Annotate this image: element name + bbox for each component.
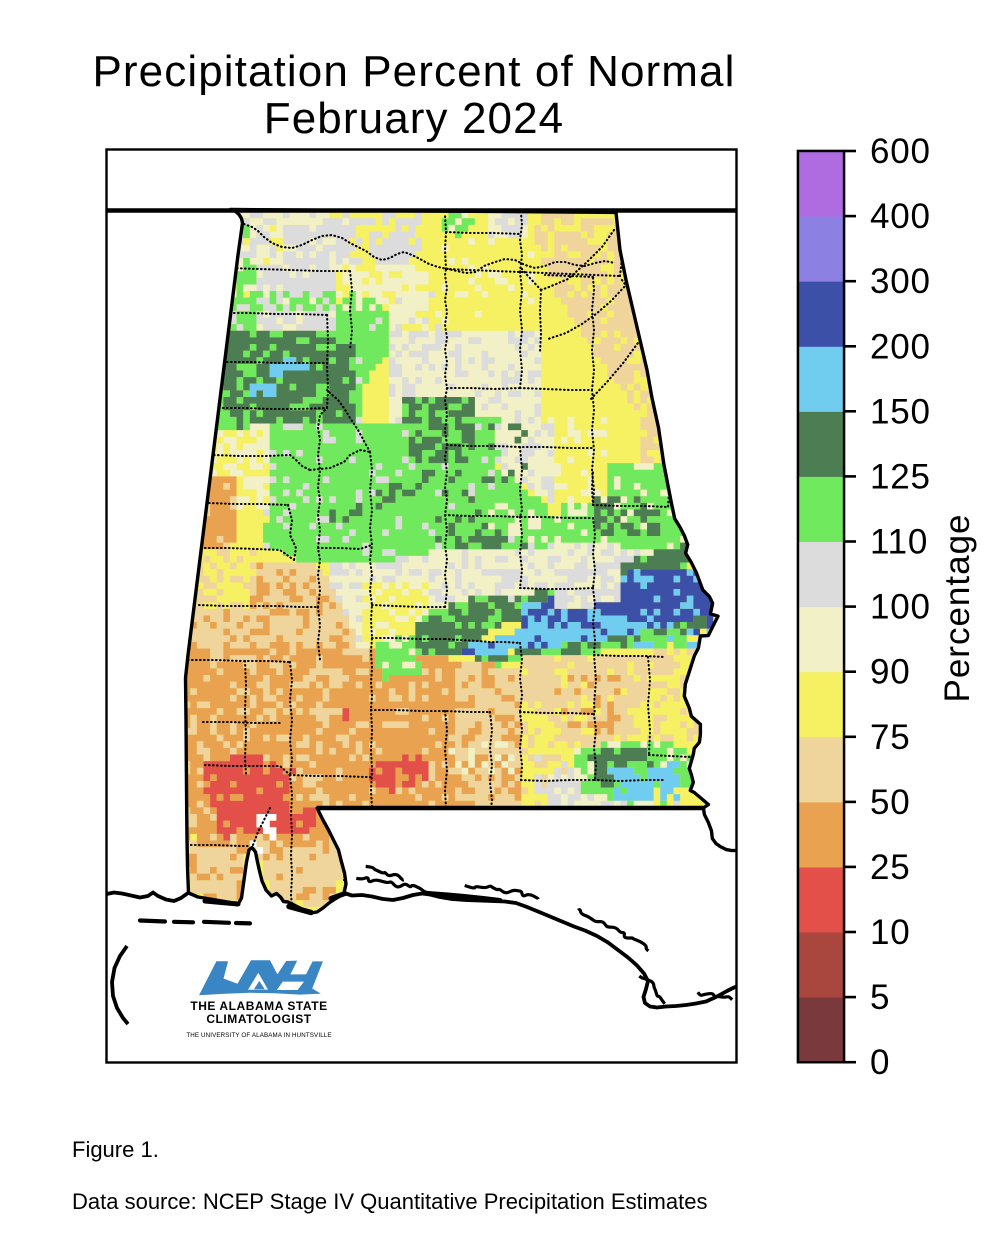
svg-text:200: 200 <box>870 327 931 366</box>
svg-text:125: 125 <box>870 457 931 496</box>
svg-text:Percentage: Percentage <box>938 513 977 702</box>
svg-text:Figure 1.: Figure 1. <box>72 1137 159 1162</box>
svg-text:CLIMATOLOGIST: CLIMATOLOGIST <box>206 1012 311 1026</box>
svg-text:110: 110 <box>870 523 928 562</box>
svg-text:5: 5 <box>870 978 890 1017</box>
svg-text:10: 10 <box>870 913 911 952</box>
svg-text:100: 100 <box>870 588 931 627</box>
svg-text:0: 0 <box>870 1043 890 1082</box>
svg-text:75: 75 <box>870 718 911 757</box>
svg-text:THE UNIVERSITY OF ALABAMA IN H: THE UNIVERSITY OF ALABAMA IN HUNTSVILLE <box>186 1032 331 1039</box>
svg-text:400: 400 <box>870 197 931 236</box>
svg-text:600: 600 <box>870 132 931 171</box>
svg-text:February 2024: February 2024 <box>264 94 564 143</box>
svg-text:Data source: NCEP Stage IV Qua: Data source: NCEP Stage IV Quantitative … <box>72 1189 707 1214</box>
svg-text:25: 25 <box>870 848 911 887</box>
svg-text:THE ALABAMA STATE: THE ALABAMA STATE <box>190 999 327 1013</box>
svg-text:Precipitation Percent of Norma: Precipitation Percent of Normal <box>92 47 735 96</box>
svg-text:50: 50 <box>870 783 911 822</box>
svg-text:90: 90 <box>870 653 911 692</box>
svg-text:150: 150 <box>870 392 931 431</box>
svg-text:300: 300 <box>870 262 931 301</box>
